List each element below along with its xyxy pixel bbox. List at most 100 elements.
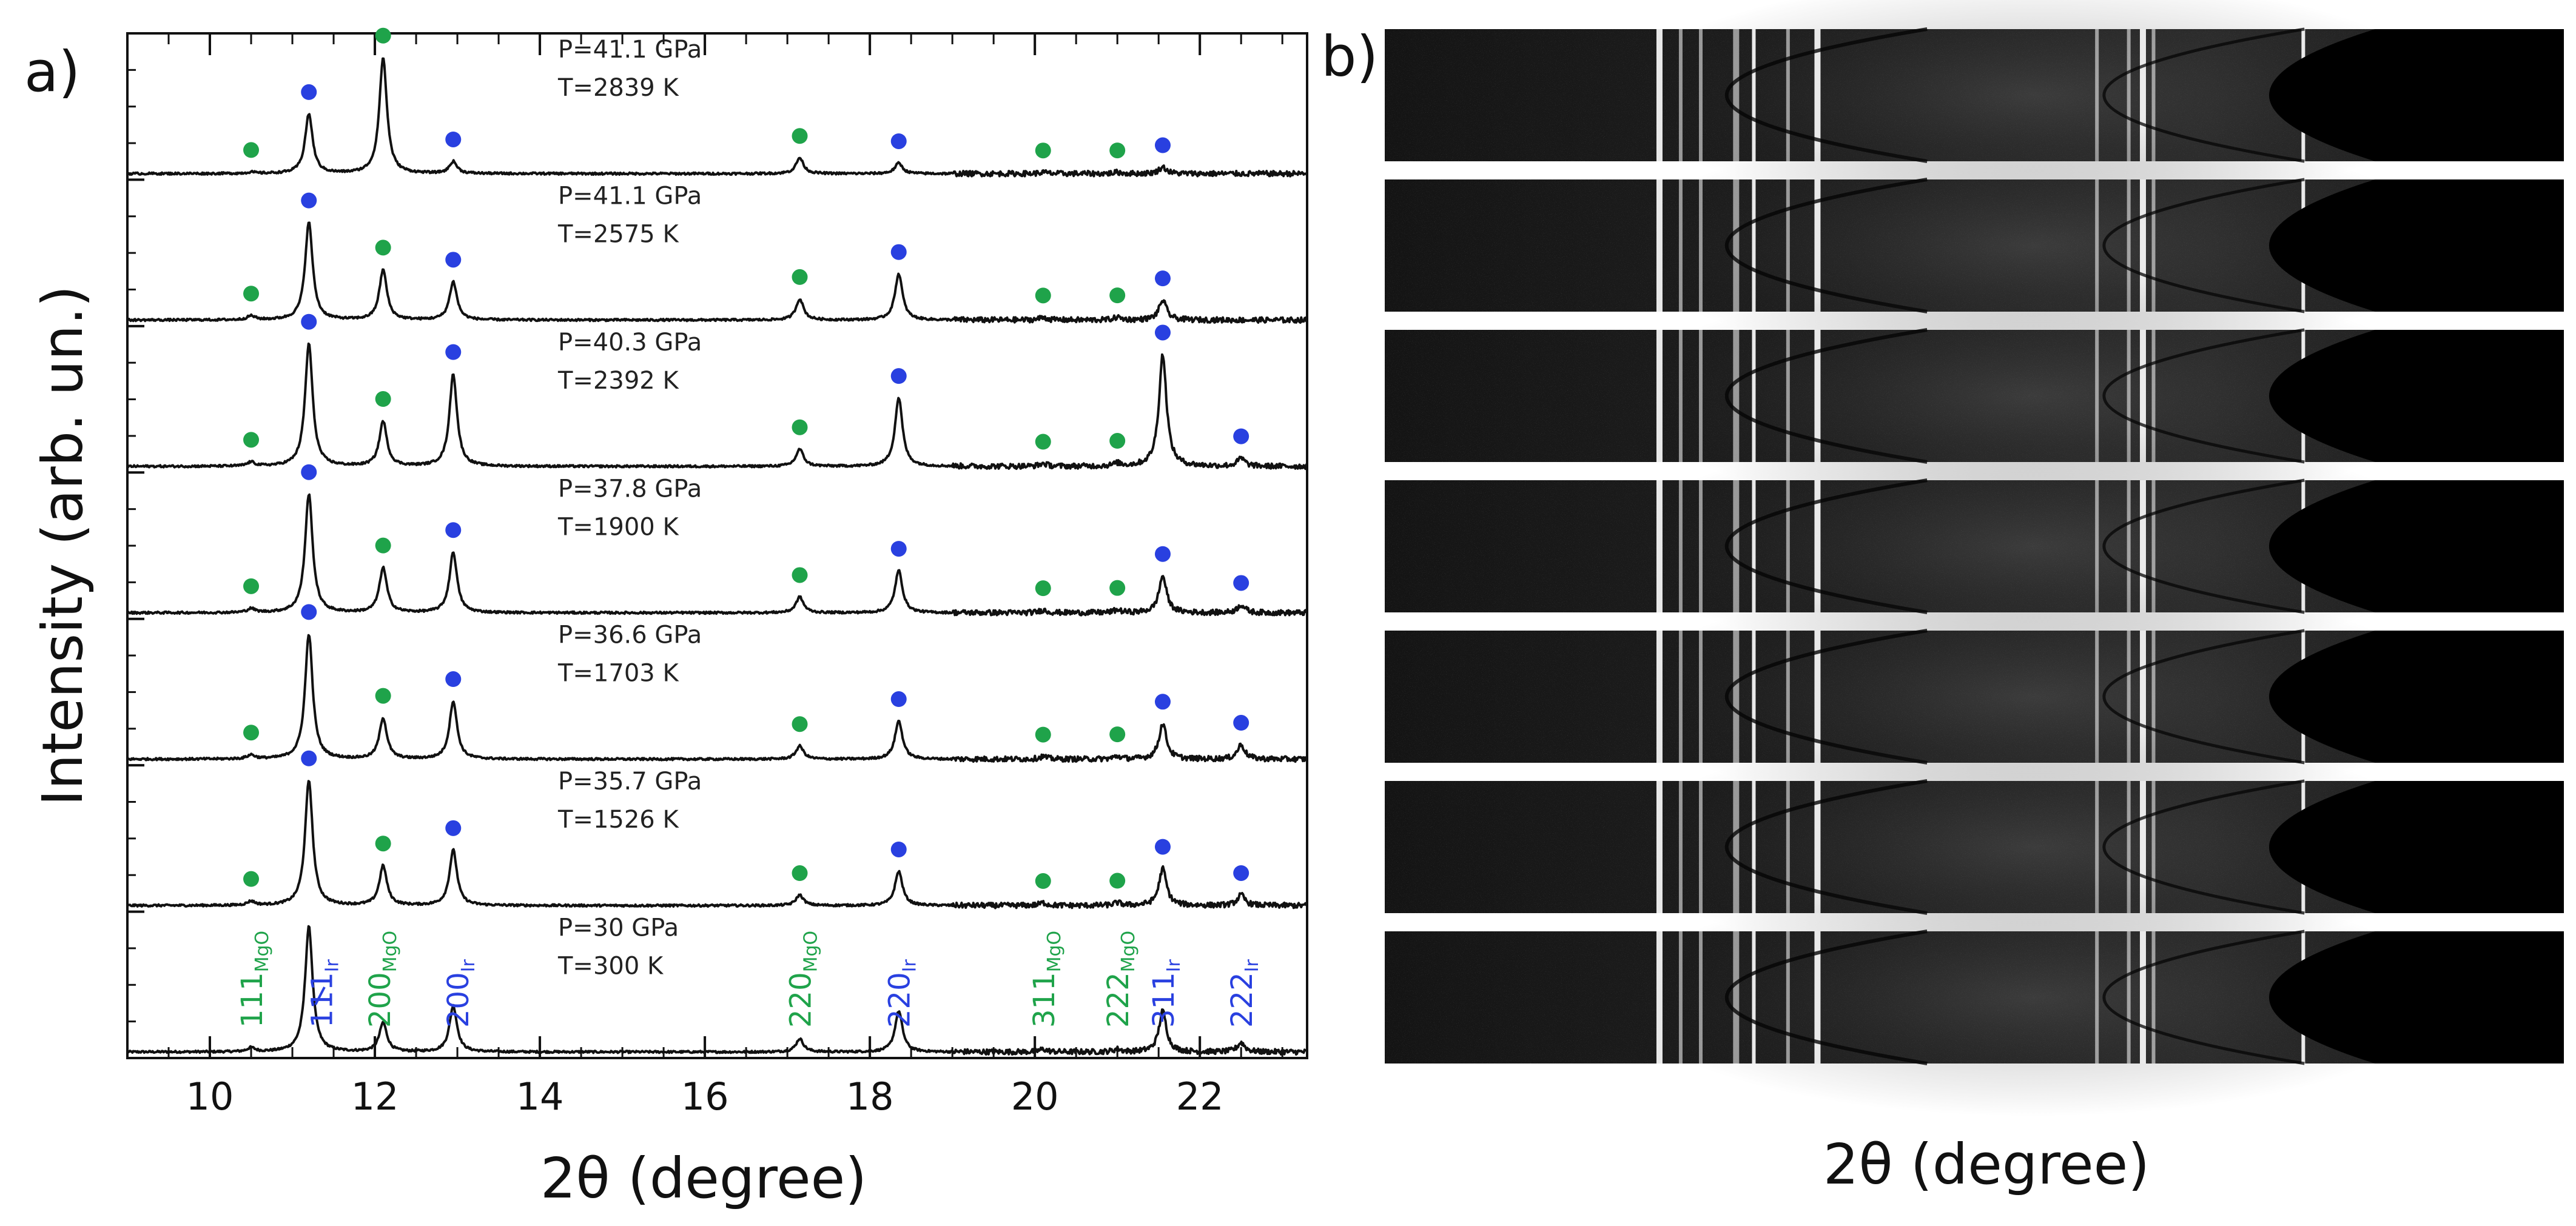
mgo-peak-marker (243, 578, 260, 594)
ir-peak-marker (301, 750, 317, 766)
mgo-peak-marker (375, 240, 391, 256)
diffraction-line (1698, 631, 1703, 763)
peak-markers (243, 27, 1249, 889)
diffraction-line (2139, 330, 2146, 462)
temperature-label: T=2392 K (557, 367, 679, 395)
pressure-label: P=37.8 GPa (558, 475, 702, 503)
peak-annotation: 222MgO (1101, 931, 1139, 1028)
spectrum-trace (126, 342, 1308, 471)
pressure-label: P=40.3 GPa (558, 329, 702, 357)
diffraction-line (1814, 631, 1821, 763)
ir-peak-marker (445, 344, 462, 360)
diffraction-line (1678, 931, 1683, 1064)
mgo-peak-marker (1109, 142, 1126, 159)
mgo-peak-marker (1035, 434, 1051, 450)
diffraction-line (1678, 631, 1683, 763)
diffraction-line (2095, 179, 2099, 312)
diffraction-line (2095, 631, 2099, 763)
mgo-peak-marker (375, 27, 391, 44)
diffraction-line (2095, 29, 2099, 161)
y-ticks (127, 32, 144, 1023)
ir-peak-marker (1154, 137, 1171, 153)
peak-annotation: 200MgO (363, 931, 401, 1028)
diffraction-line (1752, 29, 1756, 161)
ir-peak-marker (445, 671, 462, 688)
panel-a-label: a) (24, 39, 80, 104)
pressure-label: P=41.1 GPa (558, 182, 702, 210)
beamstop-shadow (2269, 29, 2564, 161)
mgo-peak-marker (243, 286, 260, 302)
panel-b-label: b) (1321, 24, 1378, 89)
beamstop-shadow (2269, 781, 2564, 913)
diffraction-line (1656, 931, 1663, 1064)
diffraction-line (2127, 480, 2131, 612)
ir-peak-marker (445, 522, 462, 538)
peak-annotation: 311Ir (1147, 959, 1185, 1028)
diffraction-line (1814, 931, 1821, 1064)
ir-peak-marker (1154, 270, 1171, 287)
mgo-peak-marker (792, 567, 808, 583)
mgo-peak-marker (1109, 580, 1126, 596)
peak-annotation: 222Ir (1225, 959, 1263, 1028)
diffraction-line (2151, 631, 2156, 763)
mgo-peak-marker (792, 419, 808, 435)
mgo-peak-marker (1035, 726, 1051, 743)
diffraction-line (2139, 480, 2146, 612)
temperature-label: T=1526 K (557, 806, 679, 834)
spectrum-trace (126, 57, 1308, 178)
beamstop-shadow (2269, 330, 2564, 462)
x-axis-title-b: 2θ (degree) (1823, 1132, 2150, 1197)
diffraction-line (1678, 179, 1683, 312)
diffraction-line (1656, 330, 1663, 462)
diffraction-line (1656, 480, 1663, 612)
condition-labels: P=30 GPa T=300 K P=35.7 GPa T=1526 K P=3… (557, 36, 702, 980)
peak-annotation: 111Ir (306, 959, 343, 1028)
spectra-traces (126, 57, 1308, 1056)
ir-peak-marker (1233, 428, 1249, 444)
arc-shadow (2102, 930, 2305, 1065)
mgo-peak-marker (375, 688, 391, 704)
diffraction-line (1698, 330, 1703, 462)
ir-peak-marker (890, 368, 907, 384)
diffraction-line (1786, 480, 1790, 612)
diffraction-line (2151, 480, 2156, 612)
diffraction-line (1733, 480, 1740, 612)
x-tick-label: 16 (681, 1074, 729, 1119)
pressure-label: P=30 GPa (558, 914, 679, 942)
diffraction-images (1385, 0, 2564, 1117)
ir-peak-marker (1154, 694, 1171, 710)
arc-shadow (1724, 930, 1928, 1065)
spectrum-trace (126, 925, 1308, 1056)
xrd-line-plot: 10 12 14 16 18 20 22 P=30 GPa T=300 K P=… (126, 27, 1308, 1119)
diffraction-line (1698, 931, 1703, 1064)
ir-peak-marker (890, 541, 907, 557)
x-tick-labels: 10 12 14 16 18 20 22 (186, 1074, 1224, 1119)
diffraction-line (2127, 781, 2131, 913)
temperature-label: T=1703 K (557, 660, 679, 688)
mgo-peak-marker (375, 836, 391, 852)
x-tick-label: 10 (186, 1074, 234, 1119)
mgo-peak-marker (1035, 142, 1051, 159)
diffraction-line (1786, 29, 1790, 161)
ir-peak-marker (301, 313, 317, 330)
pressure-label: P=35.7 GPa (558, 768, 702, 796)
mgo-peak-marker (243, 142, 260, 158)
diffraction-line (1656, 179, 1663, 312)
mgo-peak-marker (792, 269, 808, 285)
diffraction-line (1733, 631, 1740, 763)
temperature-label: T=1900 K (557, 513, 679, 541)
diffraction-line (2127, 330, 2131, 462)
diffraction-line (1698, 29, 1703, 161)
ir-peak-marker (1154, 839, 1171, 855)
diffraction-line (1786, 179, 1790, 312)
diffraction-line (2139, 781, 2146, 913)
diffraction-line (1656, 29, 1663, 161)
beamstop-shadow (2269, 179, 2564, 312)
diffraction-line (2127, 931, 2131, 1064)
diffraction-line (1678, 330, 1683, 462)
mgo-peak-marker (1109, 873, 1126, 889)
ir-peak-marker (890, 691, 907, 708)
spectrum-trace (126, 780, 1308, 909)
mgo-peak-marker (243, 725, 260, 741)
